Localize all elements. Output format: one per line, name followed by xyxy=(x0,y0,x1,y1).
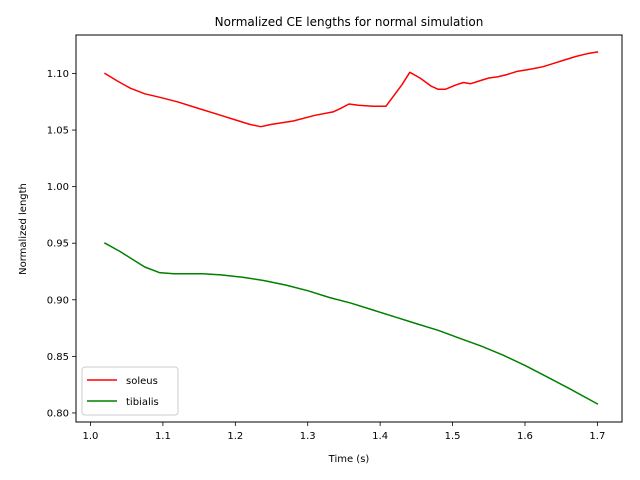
y-tick-label: 1.05 xyxy=(47,126,69,137)
x-axis: 1.0 1.1 1.2 1.3 1.4 1.5 1.6 1.7 xyxy=(83,422,605,442)
series-line-soleus xyxy=(103,51,599,128)
x-tick-label: 1.1 xyxy=(155,431,171,442)
y-tick-label: 1.10 xyxy=(47,69,69,80)
x-axis-label: Time (s) xyxy=(328,454,370,465)
legend-label-soleus: soleus xyxy=(126,376,158,387)
y-axis-label: Normalized length xyxy=(18,183,29,275)
y-tick-label: 0.85 xyxy=(47,352,69,363)
chart-title: Normalized CE lengths for normal simulat… xyxy=(215,15,484,29)
y-tick-label: 0.95 xyxy=(47,239,69,250)
legend: soleus tibialis xyxy=(81,366,179,416)
series-line-tibialis xyxy=(103,242,599,405)
y-axis: 0.80 0.85 0.90 0.95 1.00 1.05 1.10 xyxy=(47,69,76,419)
x-tick-label: 1.5 xyxy=(445,431,461,442)
y-tick-label: 0.90 xyxy=(47,295,69,306)
plot-area xyxy=(103,51,599,405)
x-tick-label: 1.7 xyxy=(589,431,605,442)
x-tick-label: 1.4 xyxy=(372,431,388,442)
x-tick-label: 1.6 xyxy=(517,431,533,442)
y-tick-label: 0.80 xyxy=(47,408,69,419)
y-tick-label: 1.00 xyxy=(47,182,69,193)
legend-box xyxy=(81,366,179,416)
x-tick-label: 1.0 xyxy=(83,431,99,442)
x-tick-label: 1.3 xyxy=(300,431,316,442)
plot-frame xyxy=(75,34,623,423)
x-tick-label: 1.2 xyxy=(227,431,243,442)
legend-label-tibialis: tibialis xyxy=(126,397,159,408)
